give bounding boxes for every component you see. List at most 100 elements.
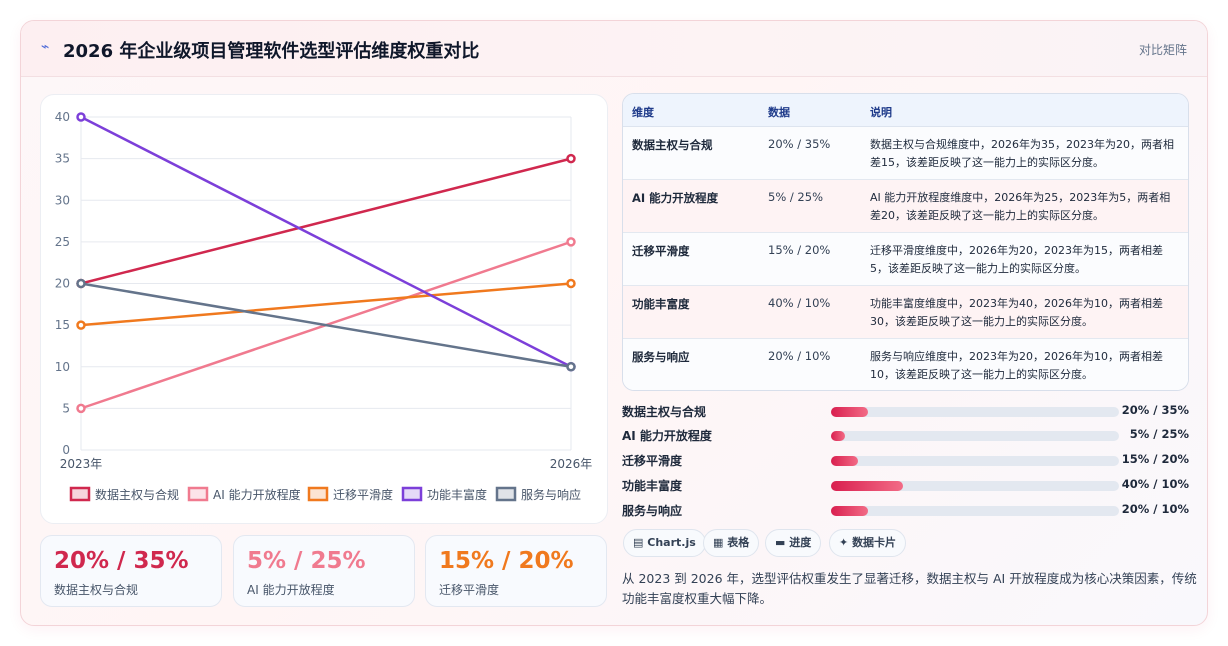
chip-label: 进度 xyxy=(789,536,812,549)
kpi-value: 5% / 25% xyxy=(247,548,366,574)
cell-note: AI 能力开放程度维度中，2026年为25，2023年为5，两者相差20，该差距… xyxy=(870,191,1171,222)
data-point xyxy=(566,237,576,247)
legend-label: 服务与响应 xyxy=(521,487,581,502)
sparkle-icon: ✦ xyxy=(839,536,849,549)
y-tick-label: 0 xyxy=(62,443,70,457)
comparison-card: ⌁ 2026 年企业级项目管理软件选型评估维度权重对比 对比矩阵 0 5 10 15 2… xyxy=(20,20,1208,626)
progress-track xyxy=(831,506,1119,516)
cell-data: 40% / 10% xyxy=(768,296,831,310)
cell-dimension: 迁移平滑度 xyxy=(632,244,690,258)
progress-value: 20% / 35% xyxy=(1121,403,1189,417)
kpi-value: 15% / 20% xyxy=(439,548,574,574)
series-line xyxy=(80,157,572,285)
y-tick-label: 15 xyxy=(55,318,70,332)
data-point xyxy=(566,153,576,164)
legend-swatch xyxy=(401,486,423,502)
kpi-label: AI 能力开放程度 xyxy=(247,583,335,597)
progress-fill xyxy=(831,506,869,516)
data-point xyxy=(76,112,86,122)
cell-note: 数据主权与合规维度中，2026年为35，2023年为20，两者相差15，该差距反… xyxy=(870,138,1174,169)
y-tick-label: 25 xyxy=(55,235,70,249)
y-tick-label: 5 xyxy=(62,401,70,415)
header-tag: 对比矩阵 xyxy=(1138,43,1187,57)
progress-track xyxy=(831,456,1119,466)
data-point xyxy=(76,320,86,330)
dimension-table: 维度 数据 说明 数据主权与合规 20% / 35% 数据主权与合规维度中，20… xyxy=(622,93,1189,391)
progress-label: 数据主权与合规 xyxy=(622,405,707,419)
kpi-card: 20% / 35% 数据主权与合规 xyxy=(40,535,222,607)
progress-row: 数据主权与合规 20% / 35% xyxy=(622,401,1189,421)
chip-label: 表格 xyxy=(727,536,750,549)
series-line xyxy=(80,282,572,368)
y-tick-label: 35 xyxy=(55,152,70,166)
legend-label: AI 能力开放程度 xyxy=(213,487,301,502)
progress-row: 迁移平滑度 15% / 20% xyxy=(622,450,1189,470)
progress-label: 迁移平滑度 xyxy=(622,454,683,468)
progress-value: 20% / 10% xyxy=(1121,502,1189,516)
kpi-card: 15% / 20% 迁移平滑度 xyxy=(425,535,607,607)
data-point xyxy=(76,278,86,289)
cell-data: 20% / 10% xyxy=(768,349,831,363)
legend-label: 功能丰富度 xyxy=(427,487,487,502)
kpi-card: 5% / 25% AI 能力开放程度 xyxy=(233,535,415,607)
legend-swatch xyxy=(307,486,329,502)
x-tick-label: 2023年 xyxy=(60,457,103,471)
legend-swatch xyxy=(187,486,209,502)
progress-fill xyxy=(831,481,903,491)
chip-chartjs[interactable]: ▤ Chart.js xyxy=(623,529,706,557)
bolt-icon: ⌁ xyxy=(41,39,50,55)
column-header: 数据 xyxy=(768,106,790,119)
cell-dimension: 服务与响应 xyxy=(632,350,690,364)
progress-label: AI 能力开放程度 xyxy=(622,429,712,443)
table-row: 服务与响应 20% / 10% 服务与响应维度中，2023年为20，2026年为… xyxy=(623,339,1188,390)
column-header: 说明 xyxy=(870,106,892,119)
progress-row: AI 能力开放程度 5% / 25% xyxy=(622,425,1189,445)
y-tick-label: 30 xyxy=(55,193,70,207)
table-row: 迁移平滑度 15% / 20% 迁移平滑度维度中，2026年为20，2023年为… xyxy=(623,233,1188,286)
series-line xyxy=(80,115,572,368)
chip-label: 数据卡片 xyxy=(852,536,897,549)
progress-fill xyxy=(831,431,846,441)
column-header: 维度 xyxy=(632,106,654,119)
chip-progress[interactable]: ▬ 进度 xyxy=(765,529,822,557)
progress-icon: ▬ xyxy=(775,536,786,549)
progress-row: 功能丰富度 40% / 10% xyxy=(622,475,1189,495)
x-tick-label: 2026年 xyxy=(550,457,593,471)
data-point xyxy=(566,362,576,372)
kpi-label: 迁移平滑度 xyxy=(439,583,500,597)
cell-dimension: AI 能力开放程度 xyxy=(632,191,719,205)
progress-value: 5% / 25% xyxy=(1129,427,1189,441)
series-line xyxy=(80,282,572,327)
cell-data: 20% / 35% xyxy=(768,137,831,151)
cell-dimension: 功能丰富度 xyxy=(632,297,690,311)
cell-note: 功能丰富度维度中，2023年为40，2026年为10，两者相差30，该差距反映了… xyxy=(870,297,1163,328)
chip-table[interactable]: ▦ 表格 xyxy=(703,529,760,557)
data-point xyxy=(76,403,86,414)
table-header: 维度 数据 说明 xyxy=(623,94,1188,127)
card-header: ⌁ 2026 年企业级项目管理软件选型评估维度权重对比 对比矩阵 xyxy=(21,21,1207,77)
chart-icon: ▤ xyxy=(633,536,644,549)
progress-value: 40% / 10% xyxy=(1121,477,1189,491)
cell-data: 15% / 20% xyxy=(768,243,831,257)
progress-track xyxy=(831,431,1119,441)
y-tick-label: 10 xyxy=(55,360,70,374)
page-title: 2026 年企业级项目管理软件选型评估维度权重对比 xyxy=(63,41,480,62)
chip-data-card[interactable]: ✦ 数据卡片 xyxy=(829,529,907,557)
legend-label: 数据主权与合规 xyxy=(95,487,179,502)
line-chart-panel: 0 5 10 15 20 25 30 35 40 2023年 2026年 数据主权与合规 AI 能力开放… xyxy=(40,94,608,524)
progress-value: 15% / 20% xyxy=(1121,452,1189,466)
progress-fill xyxy=(831,456,859,466)
cell-data: 5% / 25% xyxy=(768,190,823,204)
y-tick-label: 40 xyxy=(55,110,70,124)
legend-label: 迁移平滑度 xyxy=(333,487,393,502)
data-point xyxy=(566,278,576,289)
progress-label: 服务与响应 xyxy=(622,504,683,518)
progress-row: 服务与响应 20% / 10% xyxy=(622,500,1189,520)
legend-swatch xyxy=(495,486,517,502)
progress-label: 功能丰富度 xyxy=(622,479,683,493)
progress-track xyxy=(831,481,1119,491)
chip-label: Chart.js xyxy=(647,536,696,549)
table-icon: ▦ xyxy=(713,536,724,549)
progress-fill xyxy=(831,407,869,417)
